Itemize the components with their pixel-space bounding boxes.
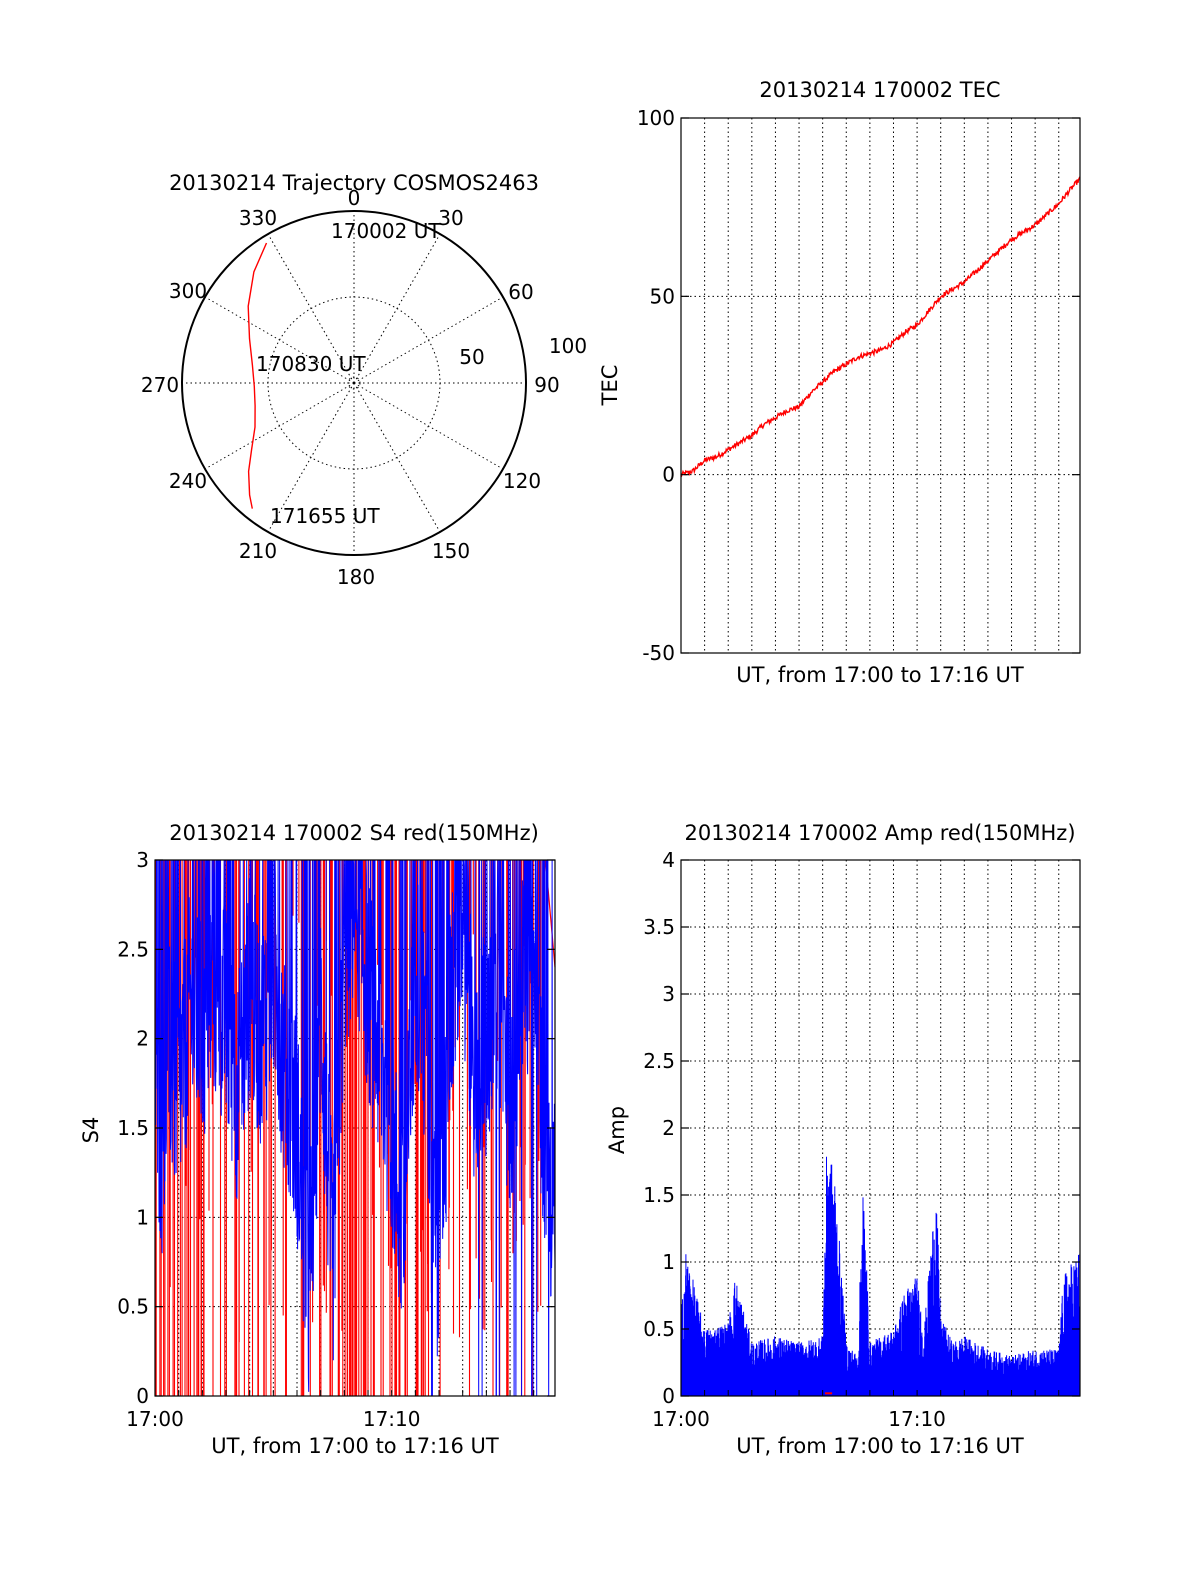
trajectory-line bbox=[247, 242, 268, 509]
azimuth-label-120: 120 bbox=[503, 469, 541, 493]
s4-ytick-label: 1 bbox=[136, 1205, 149, 1229]
polar-spoke-330 bbox=[267, 233, 355, 384]
polar-grid bbox=[182, 211, 526, 555]
azimuth-label-240: 240 bbox=[169, 469, 207, 493]
trajectory-series bbox=[247, 242, 268, 509]
azimuth-label-60: 60 bbox=[508, 280, 533, 304]
s4-ytick-label: 1.5 bbox=[117, 1116, 149, 1140]
tec-y-ticks: -50 0 50 100 bbox=[637, 106, 1080, 665]
tec-y-axis-label: TEC bbox=[598, 365, 622, 407]
polar-spoke-30 bbox=[353, 233, 441, 384]
amp-ytick-label: 2 bbox=[662, 1116, 675, 1140]
amp-title: 20130214 170002 Amp red(150MHz) bbox=[684, 821, 1075, 845]
s4-xtick-label: 17:10 bbox=[363, 1407, 421, 1431]
polar-spoke-150 bbox=[353, 382, 441, 533]
s4-ytick-label: 2 bbox=[136, 1027, 149, 1051]
azimuth-label-300: 300 bbox=[169, 279, 207, 303]
trajectory-annotations: 170002 UT 170830 UT 171655 UT bbox=[256, 219, 441, 528]
amp-x-axis-label: UT, from 17:00 to 17:16 UT bbox=[736, 1434, 1024, 1458]
tec-x-axis-label: UT, from 17:00 to 17:16 UT bbox=[736, 663, 1024, 687]
tec-line bbox=[680, 176, 1081, 478]
amp-panel: 20130214 170002 Amp red(150MHz) 0 0.5 1 1.5… bbox=[605, 821, 1081, 1458]
s4-series bbox=[154, 859, 556, 1397]
s4-ytick-label: 3 bbox=[136, 848, 149, 872]
s4-ytick-label: 0.5 bbox=[117, 1295, 149, 1319]
azimuth-label-0: 0 bbox=[348, 186, 361, 210]
amp-ytick-label: 3 bbox=[662, 982, 675, 1006]
tec-grid bbox=[681, 118, 1080, 653]
tec-ytick-label: 0 bbox=[662, 463, 675, 487]
tec-ytick-label: 50 bbox=[650, 284, 675, 308]
s4-panel: 20130214 170002 S4 red(150MHz) 0 0.5 1 1.5 2… bbox=[79, 821, 556, 1458]
tec-ytick-label: 100 bbox=[637, 106, 675, 130]
ring-label-50: 50 bbox=[459, 345, 484, 369]
amp-ytick-label: 3.5 bbox=[643, 915, 675, 939]
s4-ytick-label: 0 bbox=[136, 1384, 149, 1408]
amp-ytick-label: 4 bbox=[662, 848, 675, 872]
s4-y-ticks: 0 0.5 1 1.5 2 2.5 3 bbox=[117, 848, 555, 1408]
trajectory-time-label: 170002 UT bbox=[331, 219, 441, 243]
trajectory-time-label: 170830 UT bbox=[256, 352, 366, 376]
polar-spoke-210 bbox=[267, 382, 355, 533]
azimuth-label-90: 90 bbox=[534, 373, 559, 397]
azimuth-label-150: 150 bbox=[432, 539, 470, 563]
tec-series bbox=[680, 176, 1081, 478]
tec-plot-frame bbox=[680, 117, 1081, 654]
s4-xtick-label: 17:00 bbox=[126, 1407, 184, 1431]
amp-ytick-label: 0.5 bbox=[643, 1317, 675, 1341]
azimuth-label-330: 330 bbox=[239, 206, 277, 230]
amp-ytick-label: 2.5 bbox=[643, 1049, 675, 1073]
amp-ytick-label: 0 bbox=[662, 1384, 675, 1408]
polar-spoke-120 bbox=[353, 382, 504, 470]
polar-azimuth-labels: 0 30 60 90 120 150 180 210 240 270 300 330 bbox=[141, 186, 560, 589]
azimuth-label-30: 30 bbox=[438, 206, 463, 230]
trajectory-time-label: 171655 UT bbox=[270, 504, 380, 528]
amp-xtick-label: 17:10 bbox=[888, 1407, 946, 1431]
polar-ring-labels: 50 100 bbox=[459, 334, 587, 369]
azimuth-label-210: 210 bbox=[239, 539, 277, 563]
amp-x-ticks: 17:00 17:10 bbox=[652, 1390, 1060, 1431]
ring-label-100: 100 bbox=[549, 334, 587, 358]
amp-y-ticks: 0 0.5 1 1.5 2 2.5 3 3.5 4 bbox=[643, 848, 1080, 1408]
amp-ytick-label: 1 bbox=[662, 1250, 675, 1274]
polar-spoke-300 bbox=[204, 296, 355, 384]
amp-y-axis-label: Amp bbox=[605, 1106, 629, 1154]
tec-panel: 20130214 170002 TEC -50 0 50 100 TEC UT, fr… bbox=[598, 78, 1081, 687]
trajectory-panel: 20130214 Trajectory COSMOS2463 50 100 0 3… bbox=[141, 171, 587, 589]
s4-ytick-label: 2.5 bbox=[117, 937, 149, 961]
amp-series bbox=[680, 1156, 1081, 1396]
s4-x-axis-label: UT, from 17:00 to 17:16 UT bbox=[211, 1434, 499, 1458]
trajectory-title: 20130214 Trajectory COSMOS2463 bbox=[169, 171, 539, 195]
tec-title: 20130214 170002 TEC bbox=[759, 78, 1000, 102]
amp-ytick-label: 1.5 bbox=[643, 1183, 675, 1207]
amp-blue-series bbox=[680, 1156, 1081, 1396]
amp-xtick-label: 17:00 bbox=[652, 1407, 710, 1431]
azimuth-label-270: 270 bbox=[141, 373, 179, 397]
polar-spoke-60 bbox=[353, 296, 504, 384]
s4-y-axis-label: S4 bbox=[79, 1117, 103, 1144]
tec-ytick-label: -50 bbox=[642, 641, 675, 665]
polar-spoke-240 bbox=[204, 382, 355, 470]
polar-outer-ring bbox=[181, 210, 527, 556]
s4-x-ticks: 17:00 17:10 bbox=[126, 1390, 535, 1431]
s4-title: 20130214 170002 S4 red(150MHz) bbox=[169, 821, 539, 845]
azimuth-label-180: 180 bbox=[337, 565, 375, 589]
